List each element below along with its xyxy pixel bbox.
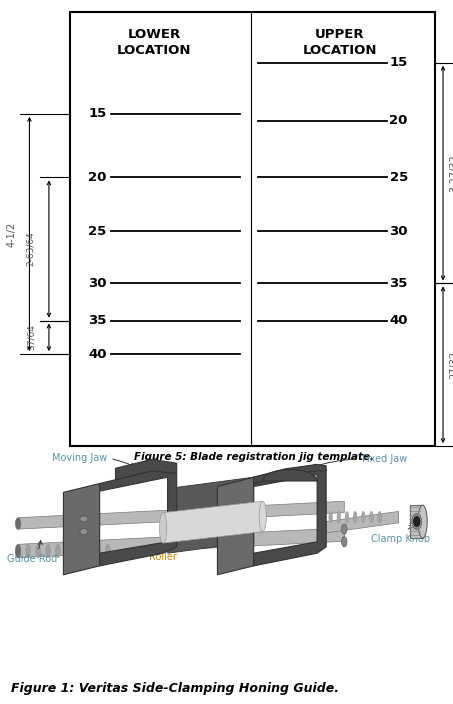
Ellipse shape bbox=[80, 529, 88, 535]
Text: 2-63/64: 2-63/64 bbox=[26, 232, 35, 266]
Text: 25: 25 bbox=[390, 171, 408, 184]
Ellipse shape bbox=[16, 544, 20, 558]
Text: 3-27/32: 3-27/32 bbox=[449, 154, 453, 192]
Ellipse shape bbox=[36, 544, 40, 558]
Text: 20: 20 bbox=[88, 171, 106, 184]
Ellipse shape bbox=[26, 544, 30, 558]
Ellipse shape bbox=[418, 505, 427, 538]
Text: 15: 15 bbox=[88, 107, 106, 120]
Text: 15: 15 bbox=[390, 56, 408, 69]
Polygon shape bbox=[263, 470, 317, 481]
Ellipse shape bbox=[15, 544, 21, 558]
Ellipse shape bbox=[414, 517, 420, 527]
Text: Guide Rod: Guide Rod bbox=[7, 541, 57, 564]
Polygon shape bbox=[63, 484, 100, 574]
Ellipse shape bbox=[412, 513, 422, 529]
Ellipse shape bbox=[329, 511, 333, 523]
Text: Clamp Knob: Clamp Knob bbox=[371, 526, 431, 543]
Bar bbox=[70, 11, 435, 446]
Text: 30: 30 bbox=[88, 277, 106, 290]
Text: 30: 30 bbox=[390, 225, 408, 238]
Text: 27/32: 27/32 bbox=[449, 351, 453, 379]
Ellipse shape bbox=[370, 511, 373, 523]
Ellipse shape bbox=[159, 513, 167, 543]
Ellipse shape bbox=[342, 524, 347, 534]
Text: 35: 35 bbox=[390, 277, 408, 290]
Ellipse shape bbox=[106, 544, 110, 558]
Polygon shape bbox=[254, 465, 326, 566]
Text: LOWER
LOCATION: LOWER LOCATION bbox=[117, 28, 191, 57]
Ellipse shape bbox=[76, 544, 80, 558]
Polygon shape bbox=[217, 477, 254, 574]
Polygon shape bbox=[410, 505, 423, 538]
Ellipse shape bbox=[86, 544, 90, 558]
Ellipse shape bbox=[15, 518, 21, 529]
Polygon shape bbox=[168, 477, 254, 553]
Polygon shape bbox=[100, 468, 177, 566]
Polygon shape bbox=[163, 501, 263, 543]
Text: 25: 25 bbox=[88, 225, 106, 238]
Text: 35: 35 bbox=[88, 314, 106, 327]
Ellipse shape bbox=[259, 501, 266, 532]
Ellipse shape bbox=[378, 511, 381, 523]
Ellipse shape bbox=[353, 511, 357, 523]
Ellipse shape bbox=[66, 544, 70, 558]
Text: 20: 20 bbox=[390, 114, 408, 127]
Polygon shape bbox=[254, 465, 326, 484]
Ellipse shape bbox=[337, 511, 341, 523]
Ellipse shape bbox=[345, 511, 349, 523]
Polygon shape bbox=[18, 501, 344, 529]
Text: 40: 40 bbox=[390, 314, 408, 327]
Ellipse shape bbox=[361, 511, 365, 523]
Text: Fixed Jaw: Fixed Jaw bbox=[312, 454, 408, 468]
Text: UPPER
LOCATION: UPPER LOCATION bbox=[303, 28, 377, 57]
Ellipse shape bbox=[342, 536, 347, 547]
Ellipse shape bbox=[56, 544, 60, 558]
Text: 37/64: 37/64 bbox=[26, 325, 35, 351]
Ellipse shape bbox=[46, 544, 50, 558]
Text: Figure 1: Veritas Side-Clamping Honing Guide.: Figure 1: Veritas Side-Clamping Honing G… bbox=[11, 682, 339, 695]
Polygon shape bbox=[326, 511, 399, 533]
Polygon shape bbox=[18, 528, 344, 558]
Polygon shape bbox=[116, 460, 177, 479]
Ellipse shape bbox=[96, 544, 100, 558]
Text: Figure 5: Blade registration jig template.: Figure 5: Blade registration jig templat… bbox=[134, 452, 374, 463]
Text: Roller: Roller bbox=[149, 537, 191, 562]
Text: 4-1/2: 4-1/2 bbox=[6, 221, 16, 246]
Ellipse shape bbox=[80, 516, 88, 522]
Text: Moving Jaw: Moving Jaw bbox=[52, 453, 135, 467]
Text: 40: 40 bbox=[88, 348, 106, 360]
